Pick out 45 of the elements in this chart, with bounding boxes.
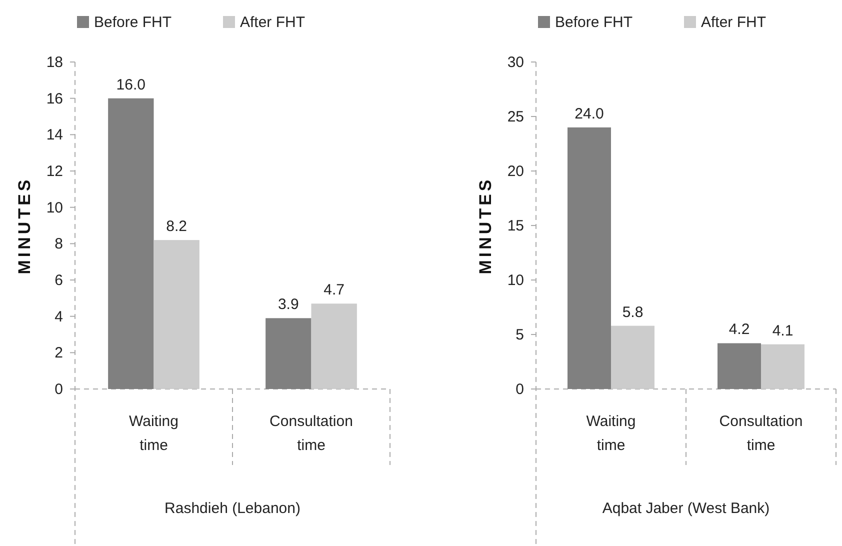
y-axis-title: MINUTES: [15, 176, 34, 274]
y-tick-label: 8: [54, 236, 63, 253]
bar: [266, 318, 312, 389]
data-label: 4.2: [728, 321, 750, 338]
y-tick-label: 30: [507, 54, 524, 71]
y-tick-label: 16: [46, 90, 63, 108]
bar: [568, 127, 611, 389]
data-label: 16.0: [116, 76, 146, 94]
legend-label: Before FHT: [94, 14, 172, 31]
y-tick-label: 4: [54, 308, 63, 326]
y-tick-label: 5: [516, 326, 524, 344]
x-tick-label: Waiting time: [586, 413, 636, 454]
y-tick-label: 0: [516, 381, 524, 398]
data-label: 8.2: [166, 218, 188, 236]
y-tick-label: 14: [46, 126, 63, 144]
x-tick-label: Waiting time: [129, 413, 178, 454]
data-label: 4.7: [324, 282, 345, 299]
x-tick-label: Consultation time: [719, 413, 803, 454]
bar: [761, 344, 804, 389]
y-tick-label: 15: [507, 218, 524, 234]
data-label: 4.1: [772, 322, 794, 340]
y-tick-label: 2: [54, 344, 63, 362]
bar: [718, 343, 761, 389]
legend-label: After FHT: [701, 14, 766, 31]
legend-label: Before FHT: [555, 14, 633, 31]
bar: [611, 326, 654, 389]
y-tick-label: 20: [507, 163, 524, 180]
data-label: 5.8: [622, 304, 644, 321]
x-axis-title: Rashdieh (Lebanon): [164, 500, 300, 517]
y-axis-title: MINUTES: [476, 176, 495, 274]
bar: [154, 240, 200, 389]
y-tick-label: 0: [54, 381, 63, 398]
x-axis-title: Aqbat Jaber (West Bank): [602, 500, 770, 517]
x-tick-label: Consultation time: [270, 413, 353, 454]
legend-label: After FHT: [240, 14, 306, 31]
y-tick-label: 10: [507, 272, 524, 289]
y-tick-label: 25: [507, 108, 524, 126]
data-label: 3.9: [278, 296, 299, 314]
y-tick-label: 18: [46, 54, 63, 71]
y-tick-label: 10: [46, 199, 63, 216]
bar: [311, 304, 357, 389]
data-label: 24.0: [574, 105, 604, 122]
y-tick-label: 6: [54, 272, 63, 289]
y-tick-label: 12: [46, 163, 63, 180]
bar: [108, 98, 154, 389]
